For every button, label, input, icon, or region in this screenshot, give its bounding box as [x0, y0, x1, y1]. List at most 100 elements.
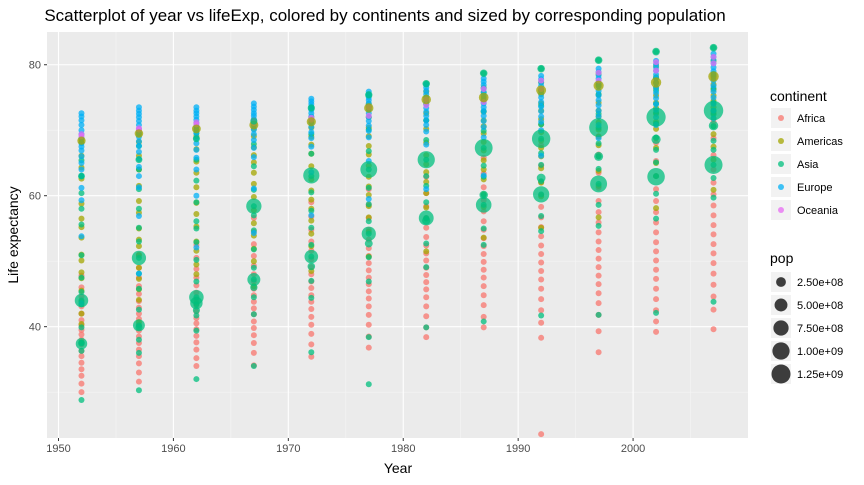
data-point-europe	[135, 173, 142, 180]
data-point-africa	[480, 258, 487, 265]
plot-background	[47, 32, 748, 438]
data-point-americas	[421, 94, 432, 105]
data-point-americas	[364, 103, 374, 113]
data-point-asia	[704, 155, 723, 174]
data-point-asia	[193, 177, 200, 184]
data-point-asia	[653, 215, 660, 222]
x-tick-label: 1980	[391, 443, 415, 455]
data-point-africa	[250, 349, 257, 356]
data-point-asia	[594, 56, 603, 64]
data-point-asia	[703, 100, 724, 121]
data-point-asia	[193, 218, 200, 225]
data-point-oceania	[653, 59, 660, 66]
data-point-europe	[423, 121, 430, 128]
data-point-asia	[303, 167, 320, 184]
legend-key-europe	[778, 184, 784, 190]
data-point-asia	[192, 306, 200, 314]
data-point-americas	[308, 217, 315, 224]
data-point-asia	[131, 250, 147, 266]
data-point-asia	[78, 190, 85, 197]
data-point-asia	[647, 167, 665, 186]
data-point-asia	[307, 262, 316, 271]
data-point-asia	[364, 239, 373, 248]
data-point-asia	[590, 175, 608, 193]
data-point-europe	[365, 134, 372, 141]
data-point-africa	[710, 250, 717, 257]
data-point-africa	[193, 346, 200, 353]
data-point-americas	[306, 117, 316, 127]
data-point-europe	[308, 135, 315, 142]
data-point-africa	[193, 339, 200, 346]
data-point-asia	[308, 150, 315, 157]
major-grid	[47, 32, 748, 438]
data-point-europe	[250, 144, 257, 151]
data-point-americas	[653, 205, 660, 212]
legend-size-label: 1.25e+09	[797, 369, 843, 381]
data-point-asia	[646, 107, 666, 127]
data-point-africa	[78, 331, 85, 338]
data-points	[74, 43, 724, 438]
legend-key-asia	[778, 161, 784, 167]
data-point-americas	[708, 71, 719, 82]
data-point-africa	[653, 318, 660, 325]
data-point-asia	[479, 69, 488, 78]
x-axis: 1950 1960 1970 1980 1990 2000	[46, 438, 645, 455]
data-point-americas	[78, 215, 85, 222]
data-point-europe	[135, 184, 142, 191]
x-axis-title: Year	[384, 460, 413, 476]
data-point-oceania	[78, 131, 85, 138]
data-point-asia	[538, 161, 545, 168]
data-point-africa	[538, 259, 545, 266]
data-point-africa	[653, 197, 660, 204]
data-point-americas	[135, 275, 142, 282]
data-point-africa	[423, 279, 430, 286]
data-point-asia	[595, 311, 602, 318]
data-point-africa	[538, 268, 545, 275]
data-point-asia	[135, 306, 142, 313]
data-point-africa	[538, 319, 545, 326]
data-point-africa	[710, 306, 717, 313]
data-point-asia	[422, 79, 430, 88]
data-point-africa	[595, 328, 602, 335]
data-point-africa	[250, 241, 257, 248]
data-point-africa	[595, 290, 602, 297]
data-point-asia	[474, 138, 493, 157]
data-point-europe	[78, 233, 85, 240]
data-point-asia	[653, 309, 660, 316]
data-point-asia	[190, 296, 203, 310]
data-point-americas	[478, 92, 489, 103]
data-point-europe	[538, 103, 545, 110]
data-point-asia	[708, 120, 719, 131]
data-point-asia	[360, 161, 378, 178]
data-point-asia	[365, 148, 372, 155]
data-point-europe	[193, 192, 200, 199]
data-point-asia	[365, 334, 372, 341]
data-point-africa	[480, 274, 487, 281]
data-point-asia	[710, 175, 717, 182]
data-point-asia	[594, 151, 604, 161]
data-point-africa	[595, 229, 602, 236]
data-point-asia	[308, 189, 315, 196]
data-point-asia	[423, 173, 430, 180]
data-point-oceania	[538, 77, 545, 84]
data-point-americas	[134, 129, 144, 138]
data-point-africa	[595, 300, 602, 307]
data-point-asia	[193, 225, 200, 232]
data-point-europe	[250, 230, 257, 237]
data-point-europe	[710, 88, 717, 95]
data-point-asia	[710, 298, 717, 305]
data-point-africa	[595, 238, 602, 245]
legend-label-africa: Africa	[797, 113, 826, 125]
data-point-africa	[595, 281, 602, 288]
data-point-asia	[365, 381, 372, 388]
data-point-asia	[308, 207, 315, 214]
data-point-asia	[365, 201, 372, 208]
data-point-africa	[480, 250, 487, 257]
legend-size-label: 7.50e+08	[797, 323, 843, 335]
data-point-africa	[538, 285, 545, 292]
data-point-asia	[250, 117, 258, 125]
data-point-asia	[135, 387, 142, 394]
data-point-africa	[423, 224, 430, 231]
data-point-europe	[595, 92, 602, 99]
